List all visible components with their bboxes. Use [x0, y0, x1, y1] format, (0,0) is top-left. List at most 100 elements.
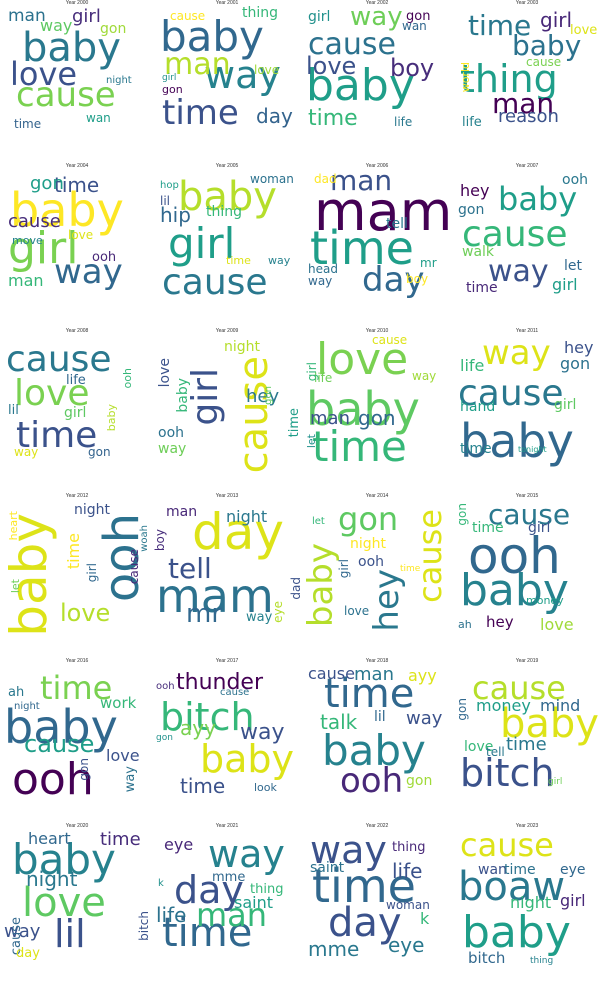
cloud-word: love — [464, 739, 494, 755]
cloud-word: let — [564, 258, 582, 274]
panel-title: Year 2000 — [65, 0, 89, 6]
cloud-word: cause — [372, 333, 408, 347]
cloud-word: love — [306, 52, 357, 80]
cloud-word: thing — [460, 57, 558, 101]
cloud-word: cause — [308, 664, 355, 683]
panel-title: Year 2007 — [515, 163, 539, 169]
cloud-word: gon — [406, 9, 431, 24]
cloud-word: thing — [242, 5, 279, 21]
cloud-word: man — [330, 164, 393, 197]
cloud-word: cause — [308, 27, 396, 62]
cloud-word: cause — [460, 826, 554, 864]
cloud-word: baby — [178, 174, 277, 220]
cloud-word: time — [54, 173, 100, 197]
panel-title: Year 2018 — [365, 658, 389, 664]
cloud-word: time — [308, 106, 358, 131]
cloud-word: baby — [512, 29, 582, 62]
cloud-word: love — [106, 746, 140, 765]
cloud-word: gon — [263, 386, 274, 405]
cloud-word: head — [308, 262, 338, 276]
panel-title: Year 2006 — [365, 163, 389, 169]
cloud-word: bitch — [160, 695, 255, 739]
cloud-word: life — [314, 371, 333, 385]
cloud-word: day — [328, 900, 402, 946]
cloud-word: love — [22, 880, 106, 926]
cloud-word: baby — [10, 183, 124, 237]
cloud-word: mr — [186, 599, 223, 629]
cloud-word: love — [344, 604, 370, 618]
cloud-word: time — [14, 117, 42, 131]
cloud-word: baby — [460, 414, 574, 468]
cloud-word: night — [106, 75, 132, 86]
cloud-word: baby — [322, 726, 426, 775]
cloud-word: gon — [338, 500, 399, 538]
wordcloud-grid: Year 2000 baby cause love girl man way gon time w… — [2, 0, 602, 966]
cloud-word: night — [14, 701, 40, 712]
cloud-word: way — [204, 53, 281, 97]
wordcloud-panel: Year 2019 baby bitch cause time money mind love… — [452, 658, 602, 818]
cloud-word: love — [570, 23, 598, 38]
cloud-word: tell — [168, 552, 212, 585]
cloud-word: man — [8, 271, 44, 290]
cloud-word: gon — [455, 503, 469, 526]
cloud-word: time — [468, 9, 532, 42]
cloud-word: hey — [367, 569, 407, 632]
cloud-word: cause — [231, 356, 277, 474]
cloud-word: woah — [139, 525, 150, 552]
wordcloud-panel: Year 2003 thing man baby time reason girl cause… — [452, 0, 602, 160]
cloud-word: baby — [460, 565, 569, 616]
cloud-word: ooh — [156, 681, 175, 692]
cloud-word: ooh — [340, 761, 404, 801]
cloud-word: thunder — [176, 670, 264, 695]
cloud-word: mind — [540, 696, 581, 715]
cloud-word: tell — [386, 216, 408, 232]
cloud-word: baby — [500, 701, 599, 747]
cloud-word: time — [16, 415, 98, 456]
cloud-word: girl — [305, 362, 319, 382]
cloud-word: baby — [160, 12, 264, 61]
cloud-word: man — [8, 6, 46, 26]
cloud-word: day — [362, 260, 425, 300]
cloud-word: life — [66, 373, 86, 388]
cloud-word: bitch — [460, 751, 555, 795]
cloud-word: way — [54, 252, 123, 292]
cloud-word: ooh — [12, 754, 94, 805]
cloud-word: boy — [406, 272, 429, 286]
cloud-word: ah — [8, 685, 25, 700]
cloud-word: way — [123, 766, 138, 793]
cloud-word: time — [64, 533, 83, 570]
cloud-word: cause — [170, 9, 206, 23]
wordcloud-panel: Year 2008 cause love time girl life lil way gon b… — [2, 328, 152, 488]
cloud-word: cause — [16, 75, 116, 115]
cloud-word: time — [504, 862, 536, 878]
cloud-word: day — [16, 946, 40, 961]
cloud-word: girl — [560, 891, 586, 910]
wordcloud-panel: Year 2002 baby cause boy love time way girl gon w… — [302, 0, 452, 160]
cloud-word: let — [9, 579, 22, 594]
cloud-word: wan — [86, 111, 111, 125]
wordcloud-panel: Year 2021 time day way man life eye saint thing m… — [152, 823, 302, 983]
cloud-word: life — [156, 903, 187, 927]
cloud-word: man — [492, 87, 555, 120]
cloud-word: time — [287, 408, 302, 438]
cloud-word: way — [208, 832, 285, 876]
cloud-word: baby — [306, 382, 420, 436]
panel-title: Year 2003 — [515, 0, 539, 6]
cloud-word: ooh — [358, 554, 385, 570]
cloud-word: man — [164, 47, 231, 82]
cloud-word: cause — [24, 730, 95, 758]
cloud-word: ooh — [121, 368, 134, 389]
cloud-word: hey — [486, 613, 514, 631]
wordcloud-panel: Year 2009 girl cause hey night ooh baby way love… — [152, 328, 302, 488]
cloud-word: cause — [458, 373, 564, 414]
cloud-word: thing — [206, 204, 243, 220]
cloud-word: day — [192, 503, 284, 561]
cloud-word: life — [392, 859, 423, 883]
cloud-word: way — [40, 16, 73, 35]
cloud-word: girl — [8, 223, 79, 274]
cloud-word: gon — [458, 202, 485, 218]
cloud-word: ooh — [92, 250, 117, 265]
cloud-word: way — [482, 333, 551, 373]
cloud-word: lil — [160, 194, 171, 208]
cloud-word: night — [74, 502, 111, 518]
